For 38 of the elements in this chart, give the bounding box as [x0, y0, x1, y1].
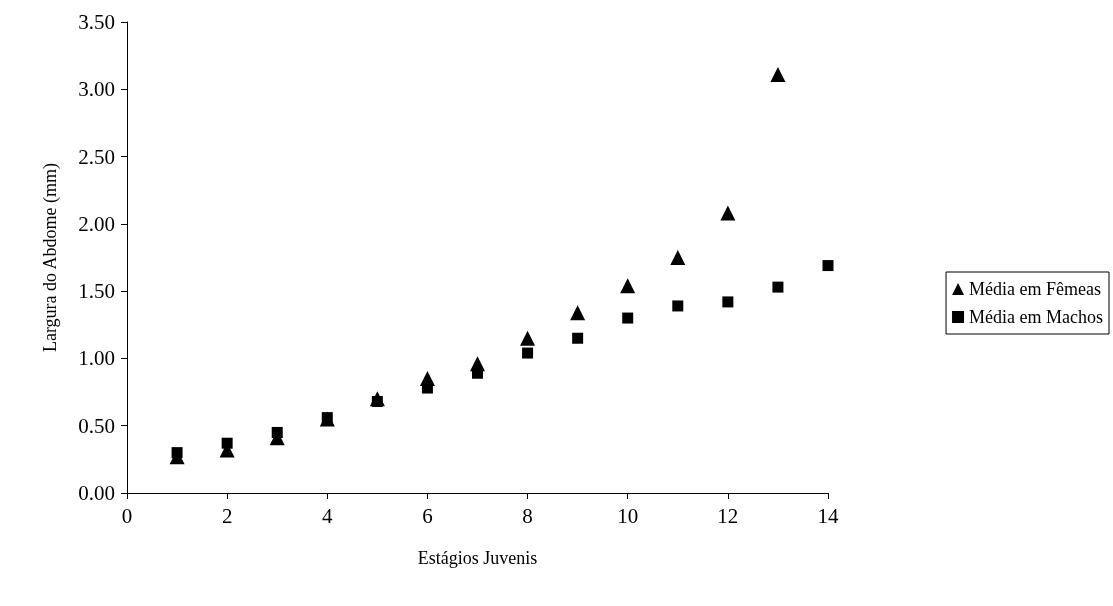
point [670, 250, 686, 265]
y-tick-label: 2.00 [78, 211, 115, 236]
x-tick-label: 10 [617, 503, 639, 528]
x-tick-label: 14 [817, 503, 839, 528]
y-tick-label: 1.00 [78, 346, 115, 371]
point [772, 281, 784, 293]
x-tick-label: 6 [422, 503, 433, 528]
x-tick-label: 0 [121, 503, 133, 528]
x-axis-title: Estágios Juvenis [417, 548, 538, 568]
x-tick-label: 2 [221, 503, 233, 528]
point [770, 66, 786, 82]
y-axis-title: Largura do Abdome (mm) [40, 162, 61, 353]
y-tick-label: 1.50 [78, 279, 115, 304]
y-tick-label: 3.50 [78, 10, 115, 34]
y-tick-label: 0.00 [78, 481, 115, 505]
x-tick-label: 12 [717, 503, 739, 528]
point [520, 330, 536, 346]
y-tick-label: 2.50 [78, 144, 115, 169]
y-tick-label: 3.00 [78, 77, 115, 102]
legend-label: Média em Machos [969, 307, 1104, 327]
point [622, 312, 634, 324]
point [672, 300, 684, 312]
point [371, 395, 383, 407]
legend-label: Média em Fêmeas [969, 279, 1102, 299]
point [620, 278, 636, 294]
point [822, 260, 834, 272]
point [171, 447, 183, 459]
point [271, 426, 283, 438]
y-tick-label: 0.50 [78, 413, 115, 438]
point [522, 347, 534, 359]
point [722, 296, 734, 308]
point [221, 437, 233, 449]
point [421, 382, 433, 394]
x-tick-label: 4 [322, 503, 334, 528]
point [570, 305, 586, 321]
point [720, 205, 736, 221]
x-tick-label: 8 [522, 503, 533, 528]
point [572, 332, 584, 344]
